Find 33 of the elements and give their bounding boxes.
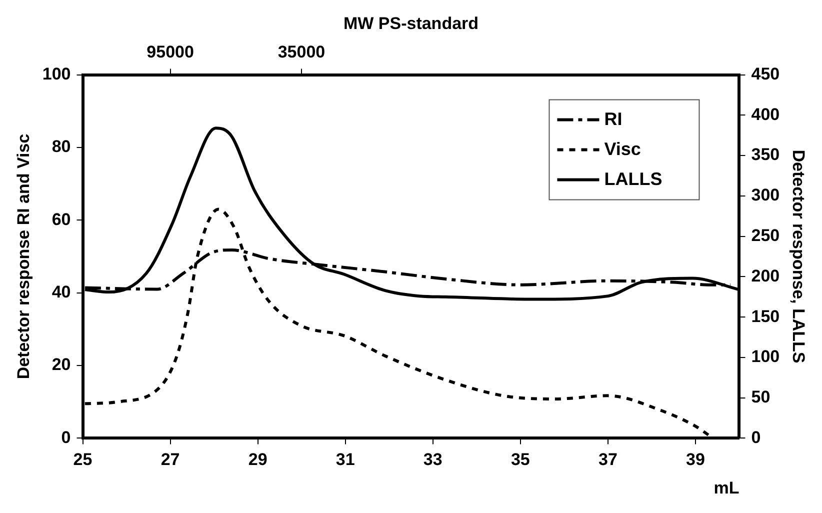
y-tick-label: 40 <box>52 282 71 302</box>
y-tick-label: 0 <box>61 428 71 447</box>
x-axis-title: mL <box>714 478 740 498</box>
x2-tick-label: 35000 <box>278 42 326 62</box>
x-tick-label: 35 <box>510 450 530 470</box>
y2-tick-label: 0 <box>751 428 761 447</box>
y2-tick-label: 450 <box>751 64 780 84</box>
x-tick-label: 25 <box>73 450 92 470</box>
y2-axis-title: Detector response, LALLS <box>789 150 808 364</box>
x2-axis-title: MW PS-standard <box>343 14 479 33</box>
y-tick-label: 20 <box>52 355 71 374</box>
y2-tick-label: 350 <box>751 145 780 164</box>
x2-tick-label: 95000 <box>146 42 194 62</box>
x-tick-label: 33 <box>423 450 442 470</box>
legend-label: RI <box>604 108 622 129</box>
y2-tick-label: 200 <box>751 266 780 286</box>
y-tick-label: 60 <box>52 210 71 229</box>
x-tick-label: 27 <box>160 450 180 470</box>
x-tick-label: 31 <box>336 450 355 470</box>
y2-tick-label: 400 <box>751 104 780 124</box>
y-axis-title: Detector response RI and Visc <box>14 134 33 380</box>
x-tick-label: 29 <box>248 450 268 470</box>
y2-tick-label: 50 <box>751 388 770 407</box>
legend-label: LALLS <box>604 168 662 189</box>
x-tick-label: 39 <box>686 450 705 470</box>
x-tick-label: 37 <box>598 450 618 470</box>
y2-tick-label: 150 <box>751 306 780 326</box>
y2-tick-label: 250 <box>751 226 780 245</box>
y-tick-label: 100 <box>42 64 71 84</box>
y2-tick-label: 100 <box>751 347 780 366</box>
y2-tick-label: 300 <box>751 186 780 205</box>
legend-label: Visc <box>604 138 641 159</box>
y-tick-label: 80 <box>52 137 71 156</box>
